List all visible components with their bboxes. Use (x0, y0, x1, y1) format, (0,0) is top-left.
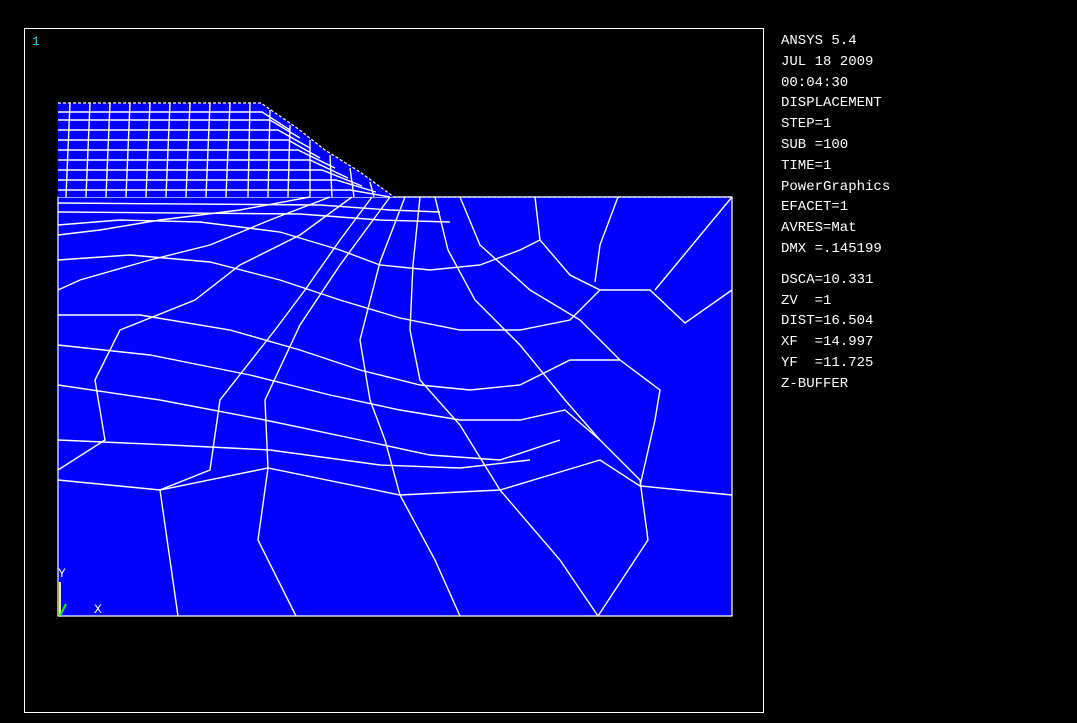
yf-value: YF =11.725 (781, 354, 874, 371)
zv-value: ZV =1 (781, 292, 832, 309)
plot-info-panel: ANSYS 5.4 JUL 18 2009 00:04:30 DISPLACEM… (781, 31, 961, 395)
avres-value: AVRES=Mat (781, 220, 857, 237)
sub-value: SUB =100 (781, 136, 849, 153)
plot-date: JUL 18 2009 (781, 53, 874, 70)
dsca-value: DSCA=10.331 (781, 271, 874, 288)
window-number: 1 (32, 34, 40, 49)
xf-value: XF =14.997 (781, 334, 874, 351)
graphics-window[interactable] (24, 28, 764, 713)
plot-type: DISPLACEMENT (781, 95, 882, 112)
coordinate-triad (59, 582, 92, 617)
dmx-value: DMX =.145199 (781, 240, 882, 257)
program-version: ANSYS 5.4 (781, 33, 857, 49)
soil-body (57, 196, 733, 617)
zbuffer-value: Z-BUFFER (781, 375, 849, 392)
undeformed-outline (58, 102, 732, 198)
triad-y-label: Y (58, 566, 66, 581)
info-spacer (781, 260, 961, 270)
step-value: STEP=1 (781, 116, 832, 133)
graphics-mode: PowerGraphics (781, 178, 891, 195)
time-value: TIME=1 (781, 157, 832, 174)
triad-x-label: X (94, 602, 102, 617)
plot-time: 00:04:30 (781, 74, 849, 91)
efacet-value: EFACET=1 (781, 199, 849, 216)
mesh-lines (57, 102, 733, 617)
dist-value: DIST=16.504 (781, 313, 874, 330)
